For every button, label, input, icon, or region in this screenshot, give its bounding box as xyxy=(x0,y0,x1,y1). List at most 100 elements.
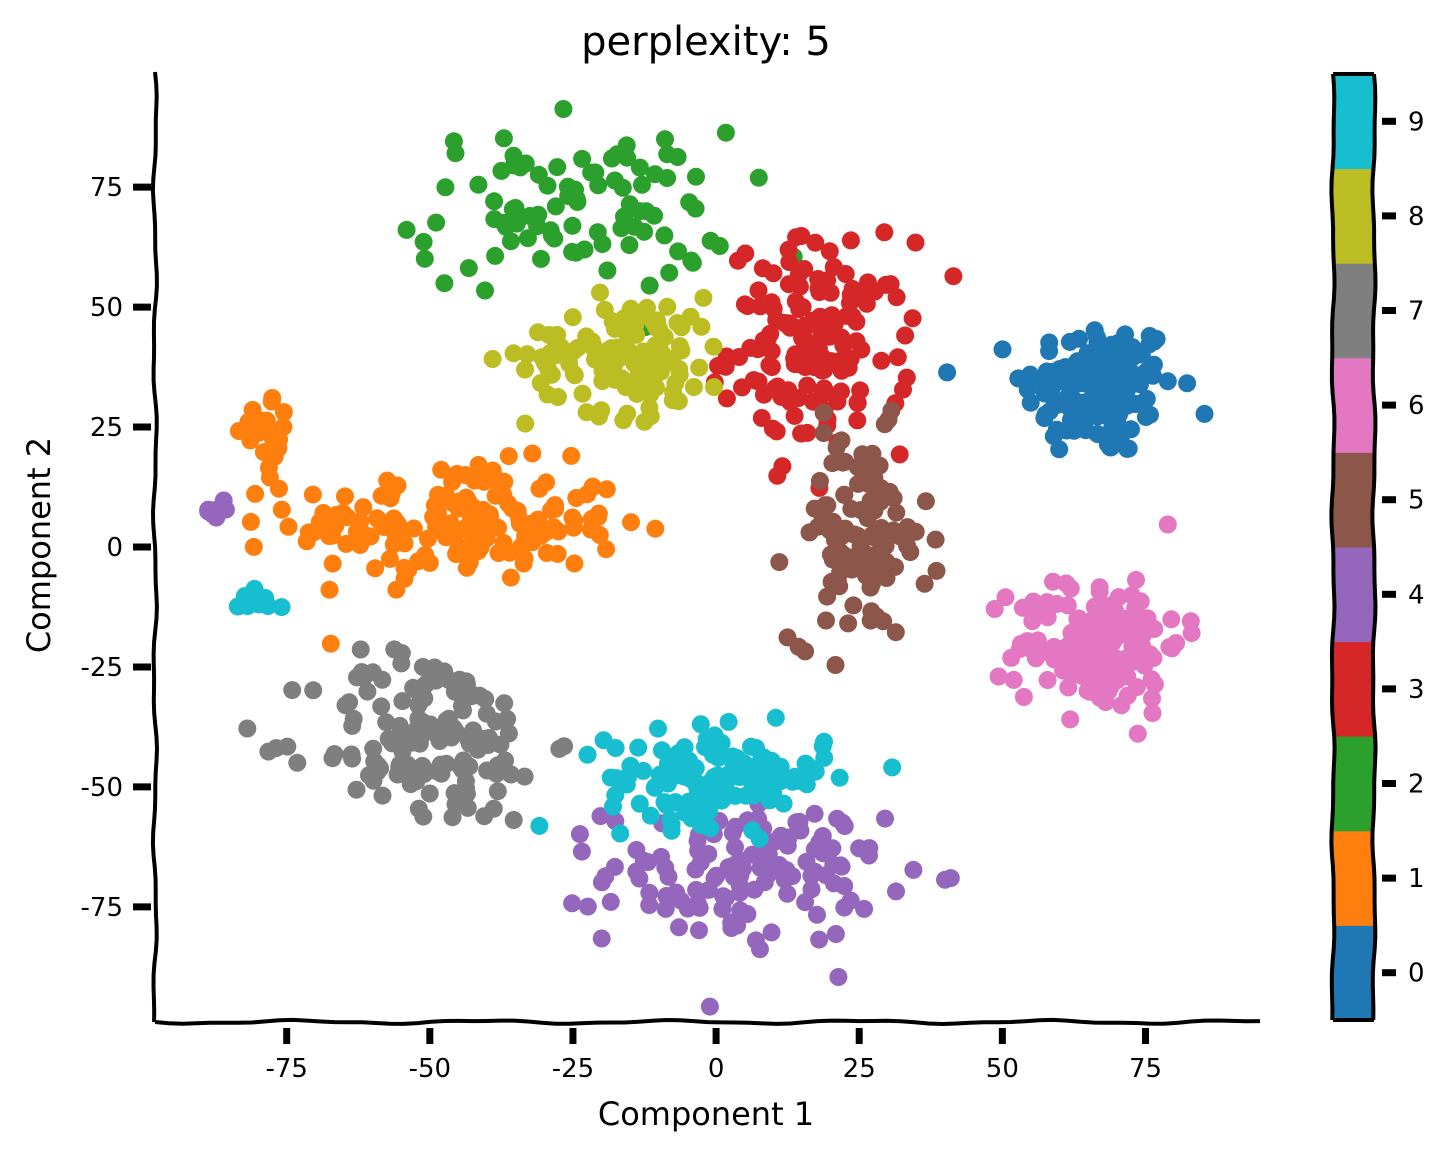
scatter-point xyxy=(699,845,718,863)
colorbar-ticks: 0 1 2 3 4 5 6 7 8 9 xyxy=(1382,107,1425,989)
scatter-point xyxy=(864,500,883,519)
scatter-point xyxy=(530,479,549,498)
scatter-point xyxy=(449,537,468,556)
scatter-point xyxy=(796,358,815,376)
x-tick-label: 75 xyxy=(1129,1054,1162,1084)
scatter-point xyxy=(810,930,829,949)
scatter-point xyxy=(916,492,935,511)
scatter-point xyxy=(288,753,307,772)
scatter-point xyxy=(704,745,722,764)
scatter-point xyxy=(1158,372,1177,391)
scatter-point xyxy=(690,921,708,940)
scatter-point xyxy=(442,728,461,747)
scatter-point xyxy=(523,444,542,463)
scatter-point xyxy=(824,855,843,874)
scatter-point xyxy=(820,242,839,261)
scatter-point xyxy=(1158,515,1177,534)
scatter-point xyxy=(670,337,689,356)
scatter-point xyxy=(380,549,399,568)
scatter-point xyxy=(640,398,659,417)
scatter-point xyxy=(562,446,581,465)
scatter-point xyxy=(488,782,507,801)
scatter-point xyxy=(778,884,797,903)
scatter-point xyxy=(764,299,783,318)
scatter-point xyxy=(717,389,736,408)
scatter-point xyxy=(461,683,479,702)
scatter-point xyxy=(243,400,262,419)
scatter-point xyxy=(594,360,613,378)
scatter-point xyxy=(1136,408,1155,426)
scatter-point xyxy=(834,553,853,571)
scatter-point xyxy=(614,411,633,430)
scatter-point xyxy=(785,406,804,425)
scatter-point xyxy=(432,460,451,479)
scatter-point xyxy=(621,756,640,775)
scatter-point xyxy=(847,332,866,351)
scatter-point xyxy=(638,298,656,317)
scatter-point xyxy=(651,362,670,381)
scatter-point xyxy=(705,768,724,786)
scatter-point xyxy=(814,424,833,443)
scatter-point xyxy=(476,690,495,709)
scatter-point xyxy=(872,525,891,544)
scatter-point xyxy=(420,553,439,572)
colorbar-swatch xyxy=(1333,736,1374,832)
scatter-point xyxy=(377,713,396,732)
scatter-point xyxy=(726,838,744,857)
scatter-point xyxy=(883,758,902,777)
scatter-point xyxy=(537,544,556,562)
scatter-point xyxy=(615,207,633,226)
scatter-point xyxy=(343,749,362,768)
scatter-point xyxy=(875,223,894,242)
scatter-point xyxy=(303,485,322,504)
scatter-point xyxy=(775,314,794,332)
scatter-point xyxy=(726,786,745,805)
scatter-point xyxy=(428,726,447,745)
scatter-point xyxy=(726,817,745,836)
y-tick-label: -25 xyxy=(81,653,123,683)
scatter-point xyxy=(607,338,626,357)
scatter-point xyxy=(573,384,592,403)
scatter-point xyxy=(393,742,412,761)
scatter-point xyxy=(395,534,414,553)
scatter-point xyxy=(1038,671,1057,689)
scatter-point xyxy=(901,543,920,562)
scatter-point xyxy=(730,883,749,902)
scatter-point xyxy=(378,471,397,490)
scatter-point xyxy=(1060,332,1079,351)
scatter-point xyxy=(824,874,843,893)
scatter-point xyxy=(597,540,616,559)
scatter-point xyxy=(483,350,502,368)
scatter-point xyxy=(749,281,768,300)
scatter-point xyxy=(518,345,537,364)
scatter-point xyxy=(1109,334,1128,352)
scatter-point xyxy=(755,873,774,892)
scatter-point xyxy=(501,232,520,251)
scatter-point xyxy=(1119,439,1138,458)
scatter-point xyxy=(1047,420,1066,439)
scatter-point xyxy=(484,799,503,818)
scatter-point xyxy=(592,873,611,892)
scatter-point xyxy=(1058,596,1077,615)
scatter-point xyxy=(1038,603,1056,622)
scatter-point xyxy=(321,634,340,653)
colorbar-tick-label: 2 xyxy=(1408,770,1425,800)
scatter-point xyxy=(680,193,699,212)
scatter-point xyxy=(351,640,370,659)
scatter-point xyxy=(851,501,870,520)
scatter-point xyxy=(274,418,293,436)
scatter-point xyxy=(862,602,881,621)
scatter-point xyxy=(1088,407,1107,426)
scatter-point xyxy=(453,760,472,779)
scatter-point xyxy=(243,425,261,444)
scatter-point xyxy=(1057,574,1076,593)
scatter-point xyxy=(754,385,773,404)
y-tick-label: 50 xyxy=(90,293,123,323)
scatter-point xyxy=(591,807,610,826)
scatter-point xyxy=(504,344,523,363)
scatter-point xyxy=(640,896,659,915)
scatter-point xyxy=(368,509,387,528)
scatter-point xyxy=(658,145,677,164)
scatter-point xyxy=(499,724,518,743)
scatter-point xyxy=(510,514,529,533)
